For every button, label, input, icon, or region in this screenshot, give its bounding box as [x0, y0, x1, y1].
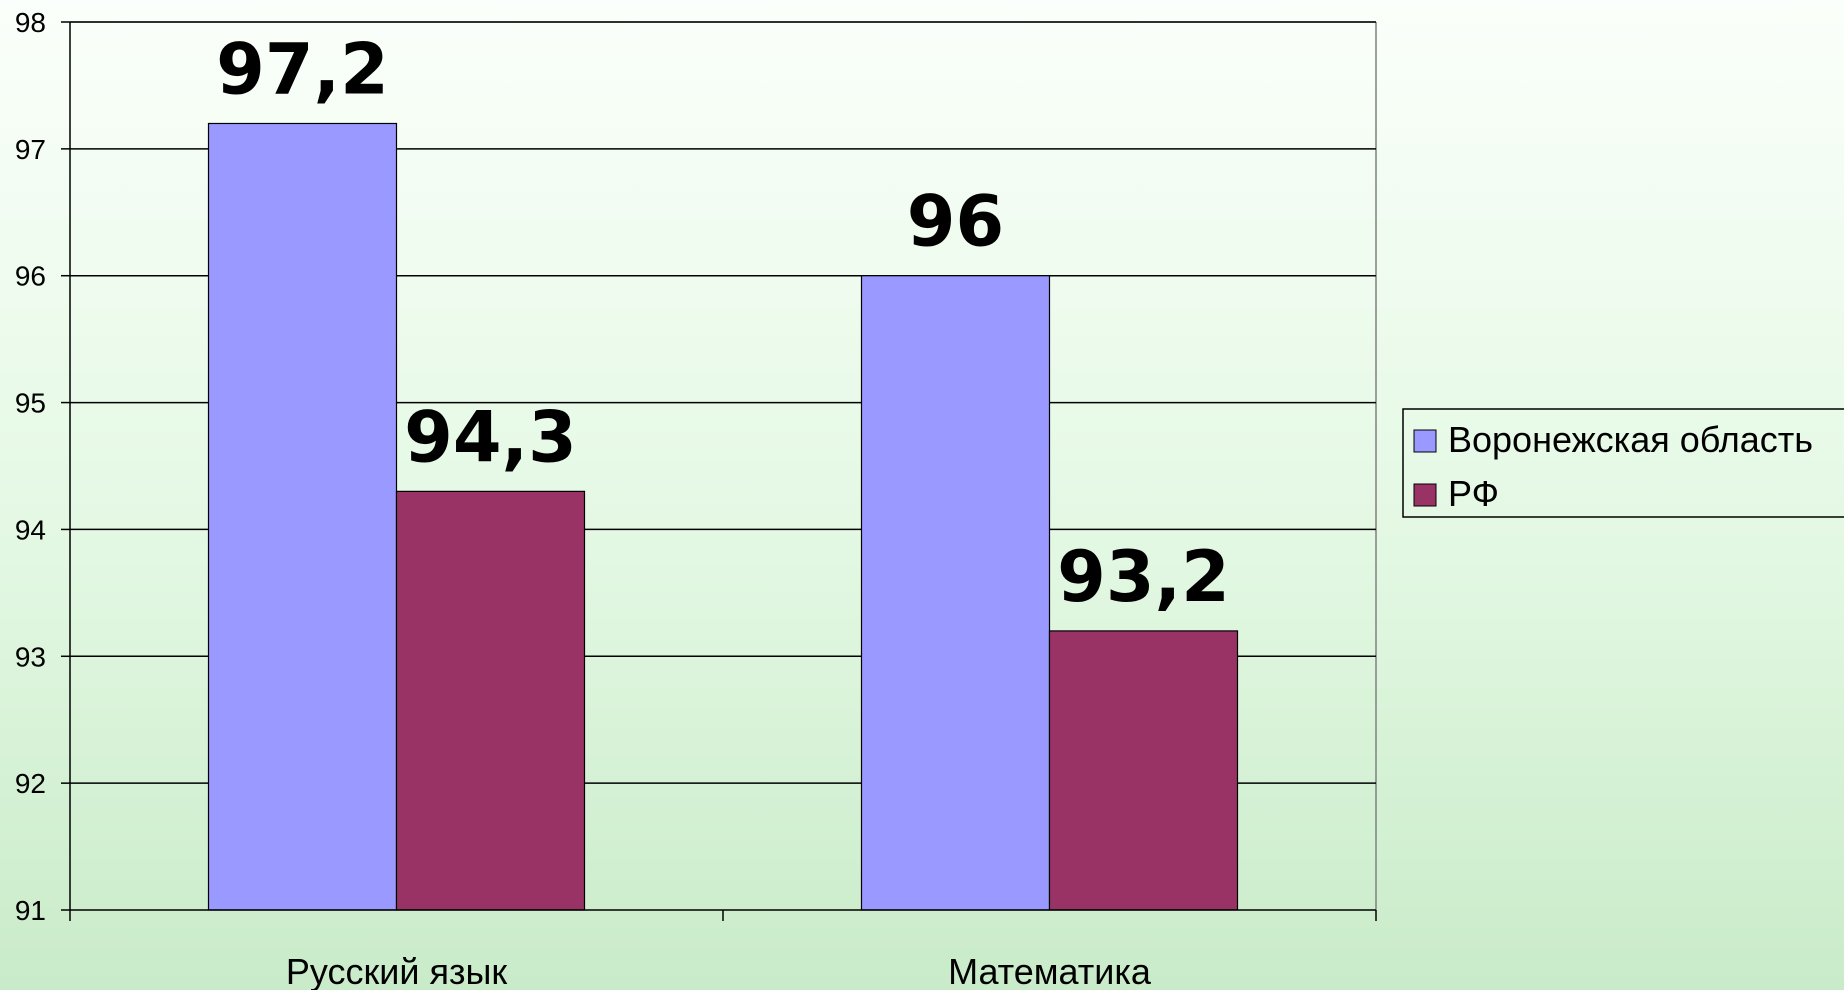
data-label: 93,2 — [1057, 536, 1230, 618]
legend-box — [1402, 408, 1844, 518]
y-tick-label: 94 — [15, 514, 46, 545]
y-tick-label: 98 — [15, 7, 46, 38]
y-tick-label: 93 — [15, 641, 46, 672]
data-labels: 97,2 94,3 96 93,2 — [216, 28, 1230, 617]
y-tick-label: 97 — [15, 134, 46, 165]
y-tick-label: 95 — [15, 388, 46, 419]
legend-entry: РФ — [1448, 473, 1499, 514]
data-label: 96 — [907, 181, 1004, 263]
bar — [1048, 630, 1239, 911]
y-tick-label: 91 — [15, 895, 46, 926]
bar — [860, 275, 1051, 911]
x-axis: Русский язык Математика — [69, 909, 1377, 990]
bar — [207, 122, 398, 911]
y-tick-label: 96 — [15, 261, 46, 292]
x-category-label: Русский язык — [286, 951, 507, 990]
x-category-label: Математика — [948, 951, 1152, 990]
bar — [395, 490, 586, 911]
legend-entry: Воронежская область — [1448, 419, 1813, 460]
data-label: 94,3 — [404, 396, 577, 478]
data-label: 97,2 — [216, 28, 389, 110]
y-axis: 91 92 93 94 95 96 97 98 — [15, 7, 71, 926]
legend-swatch — [1413, 429, 1437, 453]
legend-swatch — [1413, 483, 1437, 507]
bars — [207, 122, 1239, 911]
legend: Воронежская область РФ — [1402, 408, 1844, 518]
y-tick-label: 92 — [15, 768, 46, 799]
